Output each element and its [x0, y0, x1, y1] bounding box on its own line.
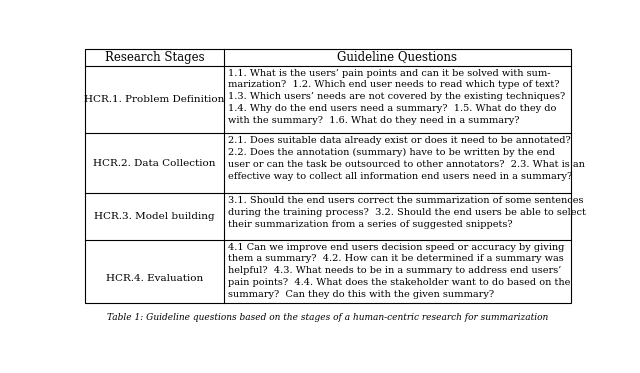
Text: Research Stages: Research Stages — [105, 51, 204, 63]
Text: HCR.2. Data Collection: HCR.2. Data Collection — [93, 159, 216, 168]
Text: Guideline Questions: Guideline Questions — [337, 51, 457, 63]
Text: Table 1: Guideline questions based on the stages of a human-centric research for: Table 1: Guideline questions based on th… — [108, 313, 548, 322]
Text: HCR.1. Problem Definition: HCR.1. Problem Definition — [84, 95, 225, 104]
Text: 2.1. Does suitable data already exist or does it need to be annotated?
2.2. Does: 2.1. Does suitable data already exist or… — [228, 137, 584, 181]
Text: HCR.4. Evaluation: HCR.4. Evaluation — [106, 273, 203, 283]
Text: 4.1 Can we improve end users decision speed or accuracy by giving
them a summary: 4.1 Can we improve end users decision sp… — [228, 243, 570, 299]
Text: 3.1. Should the end users correct the summarization of some sentences
during the: 3.1. Should the end users correct the su… — [228, 197, 586, 229]
Text: HCR.3. Model building: HCR.3. Model building — [94, 212, 215, 221]
Bar — [85, 48, 571, 303]
Text: 1.1. What is the users’ pain points and can it be solved with sum-
marization?  : 1.1. What is the users’ pain points and … — [228, 69, 565, 125]
